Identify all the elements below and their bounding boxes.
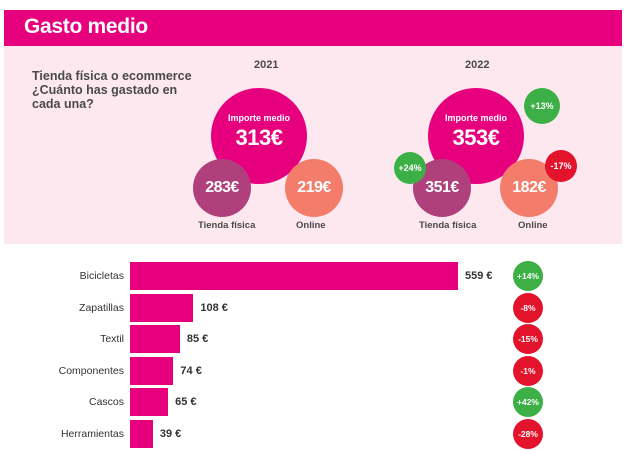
change-badge: -15%	[513, 324, 543, 354]
bar-value-label: 559 €	[465, 270, 493, 282]
category-label: Textil	[100, 333, 124, 345]
change-badge: -8%	[513, 292, 543, 323]
bar-value-label: 74 €	[180, 364, 202, 377]
bar-value-label: 65 €	[175, 396, 197, 408]
store-change-2022: +24%	[398, 163, 422, 173]
average-label-2021: Importe medio	[227, 113, 290, 123]
year-2022-label: 2022	[465, 59, 490, 71]
category-label: Herramientas	[60, 427, 124, 440]
change-badge: -28%	[513, 418, 543, 449]
change-badge: +14%	[513, 261, 543, 291]
category-bar	[130, 293, 194, 322]
store-circle-2021: 283€	[193, 159, 251, 217]
store-value-2022: 351€	[425, 179, 459, 196]
online-circle-2021: 219€	[285, 159, 343, 217]
page-title: Gasto medio	[24, 15, 148, 38]
summary-panel: Tienda física o ecommerce ¿Cuánto has ga…	[4, 46, 622, 244]
online-label-2021: Online	[296, 220, 326, 231]
category-bar	[130, 262, 458, 290]
online-value-2021: 219€	[297, 179, 331, 196]
category-bar	[130, 419, 153, 448]
average-change-badge-2022: +13%	[524, 88, 560, 124]
change-badge: -1%	[513, 355, 543, 386]
average-value-2022: 353€	[452, 125, 500, 150]
online-change-2022: -17%	[550, 161, 572, 171]
bar-value-label: 85 €	[186, 333, 209, 345]
category-bar	[130, 356, 174, 385]
online-change-badge-2022: -17%	[545, 150, 577, 182]
question-text: Tienda física o ecommerce ¿Cuánto has ga…	[32, 69, 192, 111]
category-label: Zapatillas	[79, 301, 124, 314]
average-value-2021: 313€	[235, 125, 283, 150]
store-label-2021: Tienda física	[198, 220, 256, 231]
category-label: Cascos	[88, 396, 124, 408]
bar-value-label: 108 €	[200, 301, 228, 314]
average-label-2022: Importe medio	[444, 113, 507, 123]
online-label-2022: Online	[518, 220, 548, 231]
header-banner: Gasto medio	[4, 10, 622, 46]
category-label: Componentes	[58, 364, 124, 377]
bar-value-label: 39 €	[159, 427, 182, 440]
year-2021-label: 2021	[254, 59, 279, 71]
average-change-2022: +13%	[530, 101, 554, 111]
change-badge: +42%	[513, 387, 543, 417]
category-bar	[130, 388, 169, 416]
store-value-2021: 283€	[205, 179, 239, 196]
store-change-badge-2022: +24%	[394, 152, 426, 184]
category-bar	[130, 325, 180, 353]
category-label: Bicicletas	[79, 270, 124, 282]
online-value-2022: 182€	[512, 179, 546, 196]
category-bar-chart: Bicicletas 559 € +14% Zapatillas 108 € -8% Tex…	[0, 250, 626, 450]
store-label-2022: Tienda física	[419, 220, 477, 231]
